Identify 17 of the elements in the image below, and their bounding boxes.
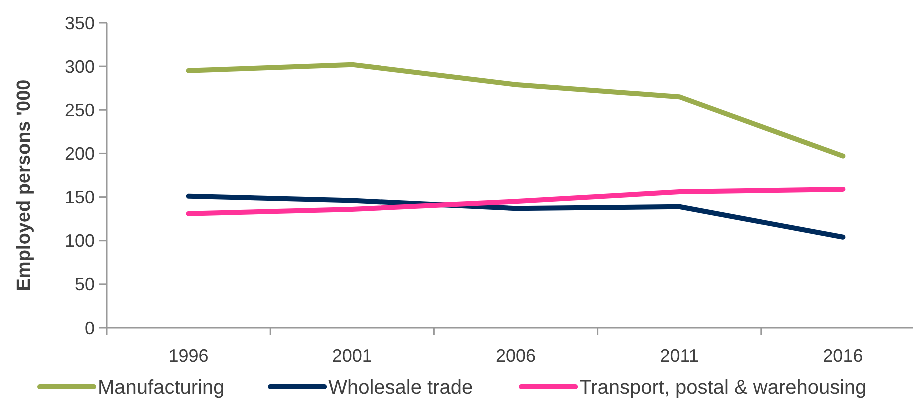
y-tick-label: 0	[84, 318, 95, 338]
legend-label: Transport, postal & warehousing	[580, 377, 867, 399]
y-tick-label: 50	[74, 274, 95, 295]
y-tick-label: 100	[64, 231, 95, 252]
x-tick-label: 2016	[823, 346, 864, 366]
y-tick-label: 300	[64, 56, 95, 77]
x-tick-label: 2006	[496, 346, 536, 366]
x-tick-label: 2001	[332, 346, 372, 366]
legend-label: Wholesale trade	[328, 377, 474, 399]
y-tick-label: 200	[64, 144, 95, 164]
y-tick-label: 350	[64, 13, 95, 34]
x-tick-label: 1996	[168, 346, 209, 366]
y-axis-title: Employed persons '000	[14, 80, 35, 292]
x-tick-label: 2011	[660, 346, 699, 366]
y-tick-label: 150	[64, 188, 95, 208]
legend-label: Manufacturing	[98, 377, 225, 399]
y-tick-label: 250	[64, 100, 95, 120]
